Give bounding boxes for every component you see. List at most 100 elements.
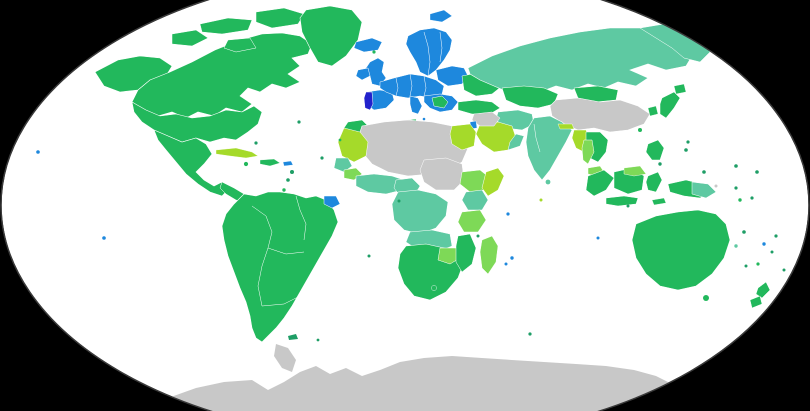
region-mauritius — [510, 256, 514, 260]
region-italy — [409, 95, 423, 115]
region-japan-north — [673, 83, 687, 95]
region-scandinavia-border-1 — [423, 31, 431, 77]
region-new-zealand — [755, 281, 771, 299]
region-europe-border-2 — [409, 73, 413, 97]
region-tanzania — [457, 209, 487, 233]
region-canary-islands — [338, 138, 342, 142]
region-yemen-oman — [507, 133, 525, 151]
region-malta — [422, 117, 426, 121]
region-south-america-interior-4 — [261, 295, 301, 307]
region-kiribati — [755, 170, 759, 174]
region-tonga — [770, 250, 774, 254]
region-new-caledonia — [734, 244, 738, 248]
region-solomon-islands — [738, 198, 742, 202]
region-africa — [320, 118, 514, 301]
region-pacific-islet-5 — [782, 268, 786, 272]
region-thailand — [581, 139, 595, 165]
region-micronesia — [702, 170, 706, 174]
region-bermuda — [297, 120, 301, 124]
region-puerto-rico — [282, 160, 294, 167]
region-mauritania — [337, 127, 369, 163]
region-south-america — [221, 191, 341, 343]
region-saint-helena — [367, 254, 371, 258]
region-oceania — [316, 139, 786, 342]
region-south-asia — [525, 115, 573, 181]
region-samoa — [774, 234, 778, 238]
region-hispaniola — [259, 158, 281, 167]
region-kerguelen — [528, 332, 532, 336]
region-madagascar — [479, 235, 499, 275]
region-sulawesi — [645, 171, 663, 193]
region-lesser-antilles-1 — [290, 170, 294, 174]
region-canada-arctic-1 — [199, 17, 253, 35]
region-tasmania — [703, 295, 709, 301]
region-europe-border-3 — [423, 75, 427, 97]
region-central-africa — [391, 189, 449, 235]
region-java — [605, 195, 639, 207]
region-nauru — [734, 186, 738, 190]
region-iceland — [353, 37, 383, 53]
region-australia — [631, 209, 731, 291]
region-antarctic-peninsula — [274, 344, 296, 372]
region-mexico — [153, 129, 229, 197]
region-balkans-green — [431, 95, 449, 109]
region-bahamas — [254, 141, 258, 145]
region-lesser-antilles-2 — [286, 178, 290, 182]
region-faroe-islands — [372, 50, 376, 54]
region-borneo-malaysia — [623, 165, 647, 177]
region-portugal — [363, 91, 374, 111]
region-cuba — [215, 147, 259, 159]
region-pacific-islet-4 — [744, 264, 748, 268]
region-maldives — [539, 198, 543, 202]
region-caribbean — [36, 120, 301, 240]
region-canada-arctic-4 — [223, 37, 257, 53]
region-trinidad — [282, 188, 286, 192]
region-scandinavia-border-2 — [439, 31, 443, 63]
region-zimbabwe — [437, 247, 461, 265]
region-palau — [658, 162, 662, 166]
region-turkey — [457, 99, 501, 115]
region-europe — [353, 9, 503, 121]
region-atlantic-islet-2 — [36, 150, 40, 154]
region-comoros — [476, 234, 480, 238]
region-pacific-islet-3 — [756, 262, 760, 266]
region-canada-arctic-2 — [255, 7, 305, 29]
region-vanuatu — [742, 230, 746, 234]
region-svalbard — [429, 9, 453, 23]
region-wake — [714, 184, 718, 188]
region-taiwan — [638, 128, 642, 132]
region-guam — [684, 148, 688, 152]
region-reunion — [504, 262, 508, 266]
region-south-america-interior-1 — [251, 205, 273, 249]
region-sri-lanka — [545, 179, 551, 185]
region-ireland — [355, 67, 371, 81]
region-sudan-chad — [419, 157, 465, 191]
region-south-america-mainland — [221, 191, 339, 343]
region-papua-new-guinea — [691, 181, 717, 199]
region-japan — [659, 91, 681, 119]
region-atlantic-islet-1 — [102, 236, 106, 240]
region-timor — [651, 197, 667, 206]
region-himalaya-strip — [557, 123, 575, 130]
region-pacific-islet-2 — [596, 236, 600, 240]
region-jamaica — [243, 161, 249, 167]
region-india-border — [533, 123, 541, 153]
region-south-georgia — [316, 338, 320, 342]
region-fiji — [762, 242, 766, 246]
region-tuvalu — [750, 196, 754, 200]
region-sao-tome — [397, 199, 401, 203]
region-canada-arctic-3 — [171, 29, 209, 47]
region-south-america-interior-5 — [295, 195, 307, 241]
region-iraq-syria — [471, 111, 501, 127]
region-marshall-islands — [734, 164, 738, 168]
region-greenland — [299, 5, 363, 67]
region-antarctica — [150, 356, 700, 411]
region-sumatra — [585, 169, 615, 197]
region-northern-marianas — [686, 140, 690, 144]
region-lesotho — [431, 285, 437, 291]
region-egypt — [449, 123, 477, 151]
region-mozambique — [455, 233, 477, 273]
